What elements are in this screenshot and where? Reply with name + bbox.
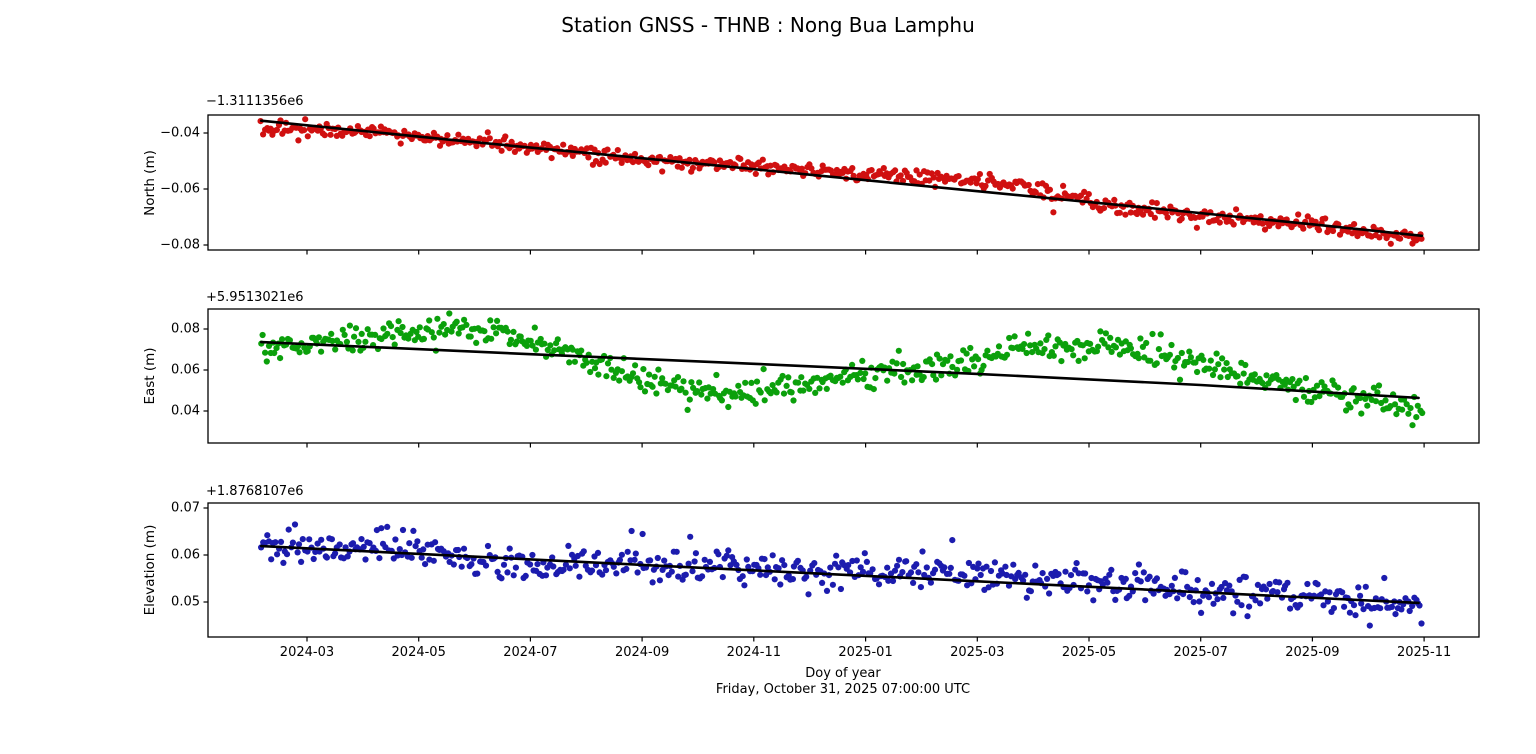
x-tick-label: 2024-09 [614,645,670,660]
elevation-ytick-label: 0.07 [171,500,200,516]
x-tick-label: 2025-05 [1061,645,1117,660]
east-scatter [258,310,1426,429]
elevation-trend-line [259,544,1420,605]
east-trend-line [259,340,1420,400]
x-axis-label: Doy of year [805,666,881,681]
north-ytick-label: −0.08 [160,237,200,253]
timestamp-label: Friday, October 31, 2025 07:00:00 UTC [715,682,971,697]
x-tick-label: 2025-11 [1396,645,1452,660]
north-ytick-label: −0.06 [160,181,200,197]
north-ylabel: North (m) [142,149,158,216]
elevation-ylabel: Elevation (m) [142,524,158,616]
x-tick-label: 2024-05 [391,645,446,660]
elevation-ytick-label: 0.05 [171,594,200,610]
north-ytick-label: −0.04 [160,125,200,141]
north-y-ticks [203,132,208,246]
east-x-ticks [306,443,1425,448]
east-ytick-label: 0.06 [171,362,200,378]
x-tick-label: 2024-03 [279,645,335,660]
chart-title: Station GNSS - THNB : Nong Bua Lamphu [561,13,975,37]
x-tick-label: 2025-07 [1173,645,1228,660]
elevation-y-ticks [203,507,208,603]
x-tick-label: 2025-09 [1285,645,1340,660]
x-tick-label: 2025-01 [838,645,893,660]
east-offset-label: +5.9513021e6 [206,290,304,305]
x-tick-label: 2025-03 [950,645,1005,660]
north-scatter [257,116,1425,247]
east-y-ticks [203,328,208,412]
elevation-offset-label: +1.8768107e6 [206,484,304,499]
north-x-ticks [306,250,1425,255]
elevation-plot-frame [207,502,1480,638]
east-ytick-label: 0.04 [171,403,200,419]
north-plot-frame [207,114,1480,251]
north-trend-line [259,119,1424,238]
east-ylabel: East (m) [142,347,158,405]
elevation-x-ticks [306,637,1425,642]
north-offset-label: −1.3111356e6 [206,94,304,109]
east-plot-frame [207,308,1480,444]
elevation-ytick-label: 0.06 [171,547,200,563]
x-tick-label: 2024-11 [726,645,782,660]
x-tick-label: 2024-07 [503,645,558,660]
east-ytick-label: 0.08 [171,321,200,337]
